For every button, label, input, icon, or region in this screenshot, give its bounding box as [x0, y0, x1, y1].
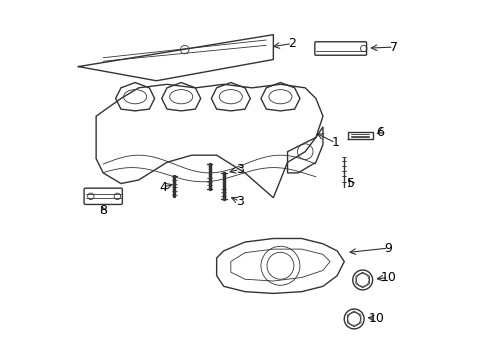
- Text: 4: 4: [160, 181, 168, 194]
- Text: 7: 7: [390, 41, 398, 54]
- Text: 6: 6: [376, 126, 384, 139]
- Text: 10: 10: [381, 271, 396, 284]
- Text: 3: 3: [236, 195, 244, 208]
- Text: 8: 8: [99, 204, 107, 217]
- Text: 10: 10: [368, 312, 384, 325]
- Text: 9: 9: [385, 242, 392, 255]
- Text: 1: 1: [331, 136, 339, 149]
- Text: 3: 3: [236, 163, 244, 176]
- Text: 2: 2: [288, 37, 296, 50]
- Text: 5: 5: [347, 177, 355, 190]
